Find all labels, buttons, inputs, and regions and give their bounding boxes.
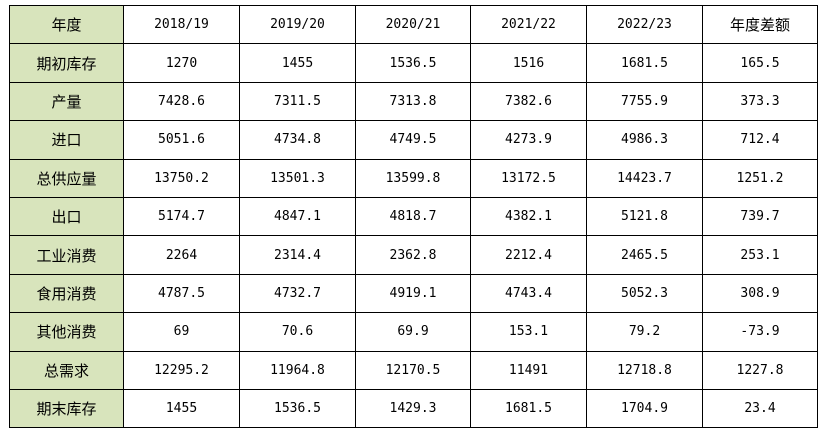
table-cell: 5174.7 (123, 196, 240, 237)
table-cell: 2465.5 (586, 235, 703, 275)
supply-demand-table: 年度 2018/19 2019/20 2020/21 2021/22 2022/… (9, 4, 818, 429)
table-row: 工业消费 2264 2314.4 2362.8 2212.4 2465.5 253.1 (9, 235, 818, 275)
table-cell: 13750.2 (123, 158, 240, 198)
table-cell: 69 (123, 312, 240, 352)
table-cell: -73.9 (702, 312, 818, 352)
table-cell: 12170.5 (355, 350, 471, 390)
table-cell: 253.1 (702, 235, 818, 275)
table-row: 总供应量 13750.2 13501.3 13599.8 13172.5 14423.7 1… (9, 158, 818, 198)
table-cell: 70.6 (239, 312, 356, 352)
table-cell: 1704.9 (586, 388, 703, 429)
table-cell: 1270 (123, 43, 240, 83)
table-cell: 4847.1 (239, 196, 356, 237)
table-cell: 5052.3 (586, 273, 703, 314)
row-label: 总供应量 (9, 158, 124, 198)
table-cell: 13501.3 (239, 158, 356, 198)
header-cell-year: 年度 (9, 4, 124, 45)
table-cell: 4986.3 (586, 120, 703, 160)
table-cell: 4732.7 (239, 273, 356, 314)
table-cell: 1681.5 (586, 43, 703, 83)
table-cell: 1429.3 (355, 388, 471, 429)
table-cell: 739.7 (702, 196, 818, 237)
row-label: 产量 (9, 81, 124, 122)
table-cell: 373.3 (702, 81, 818, 122)
table-cell: 1251.2 (702, 158, 818, 198)
table-row: 产量 7428.6 7311.5 7313.8 7382.6 7755.9 373.3 (9, 81, 818, 122)
table-cell: 1536.5 (239, 388, 356, 429)
table-cell: 1455 (239, 43, 356, 83)
table-row: 其他消费 69 70.6 69.9 153.1 79.2 -73.9 (9, 312, 818, 352)
header-cell-2022-23: 2022/23 (586, 4, 703, 45)
table-body: 年度 2018/19 2019/20 2020/21 2021/22 2022/… (9, 4, 818, 429)
table-cell: 1227.8 (702, 350, 818, 390)
row-label: 期初库存 (9, 43, 124, 83)
row-label: 进口 (9, 120, 124, 160)
table-cell: 79.2 (586, 312, 703, 352)
table-cell: 7755.9 (586, 81, 703, 122)
row-label: 工业消费 (9, 235, 124, 275)
table-cell: 4743.4 (470, 273, 587, 314)
table-row: 总需求 12295.2 11964.8 12170.5 11491 12718.8 1227… (9, 350, 818, 390)
header-row: 年度 2018/19 2019/20 2020/21 2021/22 2022/… (9, 4, 818, 45)
table-row: 食用消费 4787.5 4732.7 4919.1 4743.4 5052.3 308.9 (9, 273, 818, 314)
table-cell: 153.1 (470, 312, 587, 352)
row-label: 食用消费 (9, 273, 124, 314)
table-row: 出口 5174.7 4847.1 4818.7 4382.1 5121.8 739.7 (9, 196, 818, 237)
table-cell: 7382.6 (470, 81, 587, 122)
table-row: 进口 5051.6 4734.8 4749.5 4273.9 4986.3 712.4 (9, 120, 818, 160)
table-cell: 712.4 (702, 120, 818, 160)
table-cell: 2314.4 (239, 235, 356, 275)
table-row: 期初库存 1270 1455 1536.5 1516 1681.5 165.5 (9, 43, 818, 83)
header-cell-2021-22: 2021/22 (470, 4, 587, 45)
table-cell: 1536.5 (355, 43, 471, 83)
table-cell: 2212.4 (470, 235, 587, 275)
table-cell: 308.9 (702, 273, 818, 314)
header-cell-annual-diff: 年度差额 (702, 4, 818, 45)
table-cell: 1681.5 (470, 388, 587, 429)
table-cell: 13172.5 (470, 158, 587, 198)
header-cell-2020-21: 2020/21 (355, 4, 471, 45)
table-cell: 2362.8 (355, 235, 471, 275)
header-cell-2019-20: 2019/20 (239, 4, 356, 45)
table-cell: 4787.5 (123, 273, 240, 314)
table-cell: 4749.5 (355, 120, 471, 160)
table-cell: 1455 (123, 388, 240, 429)
table-cell: 11491 (470, 350, 587, 390)
table-cell: 4919.1 (355, 273, 471, 314)
table-cell: 5121.8 (586, 196, 703, 237)
table-cell: 69.9 (355, 312, 471, 352)
table-cell: 4734.8 (239, 120, 356, 160)
header-cell-2018-19: 2018/19 (123, 4, 240, 45)
table-row: 期末库存 1455 1536.5 1429.3 1681.5 1704.9 23.4 (9, 388, 818, 429)
table-cell: 2264 (123, 235, 240, 275)
table-cell: 7313.8 (355, 81, 471, 122)
table-cell: 13599.8 (355, 158, 471, 198)
row-label: 期末库存 (9, 388, 124, 429)
table-cell: 4273.9 (470, 120, 587, 160)
table-cell: 12295.2 (123, 350, 240, 390)
table-cell: 4382.1 (470, 196, 587, 237)
table-cell: 165.5 (702, 43, 818, 83)
row-label: 出口 (9, 196, 124, 237)
table-cell: 7311.5 (239, 81, 356, 122)
table-cell: 1516 (470, 43, 587, 83)
table-cell: 7428.6 (123, 81, 240, 122)
table-cell: 4818.7 (355, 196, 471, 237)
row-label: 其他消费 (9, 312, 124, 352)
table-cell: 12718.8 (586, 350, 703, 390)
row-label: 总需求 (9, 350, 124, 390)
table-cell: 14423.7 (586, 158, 703, 198)
table-cell: 5051.6 (123, 120, 240, 160)
table-cell: 11964.8 (239, 350, 356, 390)
table-cell: 23.4 (702, 388, 818, 429)
